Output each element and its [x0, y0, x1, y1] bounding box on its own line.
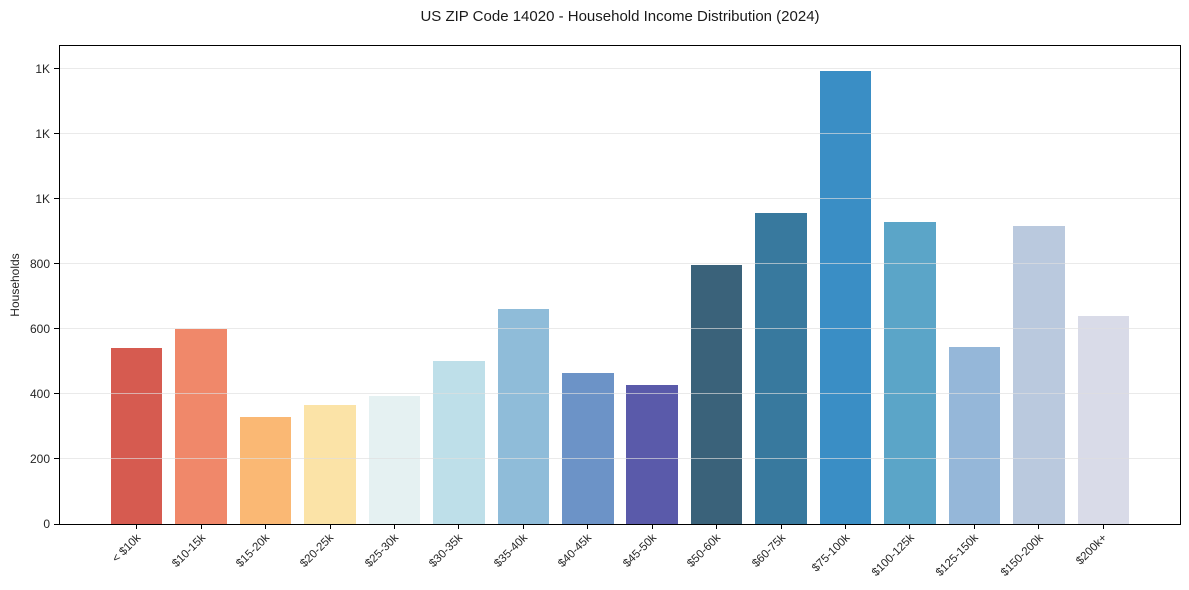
y-tick-label: 200	[29, 451, 50, 466]
x-tick	[716, 524, 718, 529]
x-tick	[458, 524, 460, 529]
gridline-1000	[60, 198, 1180, 200]
x-tick-label-$20-25k: $20-25k	[298, 532, 337, 570]
y-tick	[54, 263, 59, 265]
x-tick-label-$100-125k: $100-125k	[869, 532, 917, 579]
y-tick-label: 800	[29, 256, 50, 271]
y-tick-label: 1K	[35, 191, 50, 206]
x-tick-label-< $10k: < $10k	[110, 532, 144, 566]
x-tick	[1038, 524, 1040, 529]
y-tick-label: 1K	[35, 61, 50, 76]
bar-$75-100k	[819, 71, 872, 524]
x-tick	[909, 524, 911, 529]
x-tick	[136, 524, 138, 529]
gridline-600	[60, 328, 1180, 330]
bar-$10-15k	[175, 328, 227, 524]
gridline-200	[60, 458, 1180, 460]
gridline-1200	[60, 133, 1180, 135]
x-tick-label-$10-15k: $10-15k	[169, 532, 208, 570]
x-tick	[329, 524, 331, 529]
x-tick-label-$125-150k: $125-150k	[933, 532, 981, 579]
x-tick-label-$60-75k: $60-75k	[749, 532, 788, 570]
bar-$20-25k	[304, 405, 356, 524]
bar-< $10k	[110, 348, 163, 524]
gridline-800	[60, 263, 1180, 265]
y-tick-label: 400	[29, 386, 50, 401]
x-tick-label-$150-200k: $150-200k	[998, 532, 1046, 579]
gridline-400	[60, 393, 1180, 395]
x-tick	[845, 524, 847, 529]
x-tick	[651, 524, 653, 529]
bar-$35-40k	[497, 308, 550, 524]
bar-$15-20k	[239, 416, 292, 524]
x-tick	[780, 524, 782, 529]
bar-$40-45k	[562, 373, 614, 524]
y-tick	[54, 133, 59, 135]
bar-$60-75k	[755, 212, 807, 524]
y-axis-label: Households	[8, 253, 22, 317]
bar-$200k+	[1077, 315, 1130, 524]
y-tick	[54, 68, 59, 70]
y-tick-label: 1K	[35, 126, 50, 141]
x-tick-label-$40-45k: $40-45k	[556, 532, 595, 570]
plot-area: 0 200 400 600 800 1K 1K 1K < $10k $10-15k $15-20k $…	[30, 45, 1181, 579]
x-tick	[522, 524, 524, 529]
gridline-1400	[60, 68, 1180, 70]
y-tick	[54, 523, 59, 525]
y-tick-label: 0	[43, 517, 50, 531]
y-tick	[54, 198, 59, 200]
x-tick	[393, 524, 395, 529]
x-tick-label-$25-30k: $25-30k	[363, 532, 401, 570]
x-tick-label-$75-100k: $75-100k	[809, 532, 853, 575]
bar-$150-200k	[1013, 225, 1065, 524]
y-tick	[54, 458, 59, 460]
x-tick-label-$45-50k: $45-50k	[620, 532, 659, 570]
bar-$30-35k	[433, 360, 485, 524]
y-tick-label: 600	[29, 321, 50, 336]
bar-$50-60k	[690, 264, 743, 524]
x-tick-label-$50-60k: $50-60k	[685, 532, 724, 570]
x-tick-label-$15-20k: $15-20k	[234, 532, 273, 570]
y-tick	[54, 328, 59, 330]
bar-$45-50k	[626, 385, 678, 524]
x-tick-label-$200k+: $200k+	[1074, 532, 1110, 568]
y-tick	[54, 393, 59, 395]
x-tick	[1102, 524, 1104, 529]
bar-$25-30k	[368, 395, 421, 524]
x-tick	[973, 524, 975, 529]
x-tick-label-$30-35k: $30-35k	[427, 532, 466, 570]
x-tick	[200, 524, 202, 529]
bar-$100-125k	[884, 222, 936, 524]
chart-title: US ZIP Code 14020 - Household Income Dis…	[420, 8, 820, 25]
bar-$125-150k	[948, 346, 1001, 524]
x-tick-label-$35-40k: $35-40k	[491, 532, 530, 570]
x-tick	[265, 524, 267, 529]
x-tick	[587, 524, 589, 529]
